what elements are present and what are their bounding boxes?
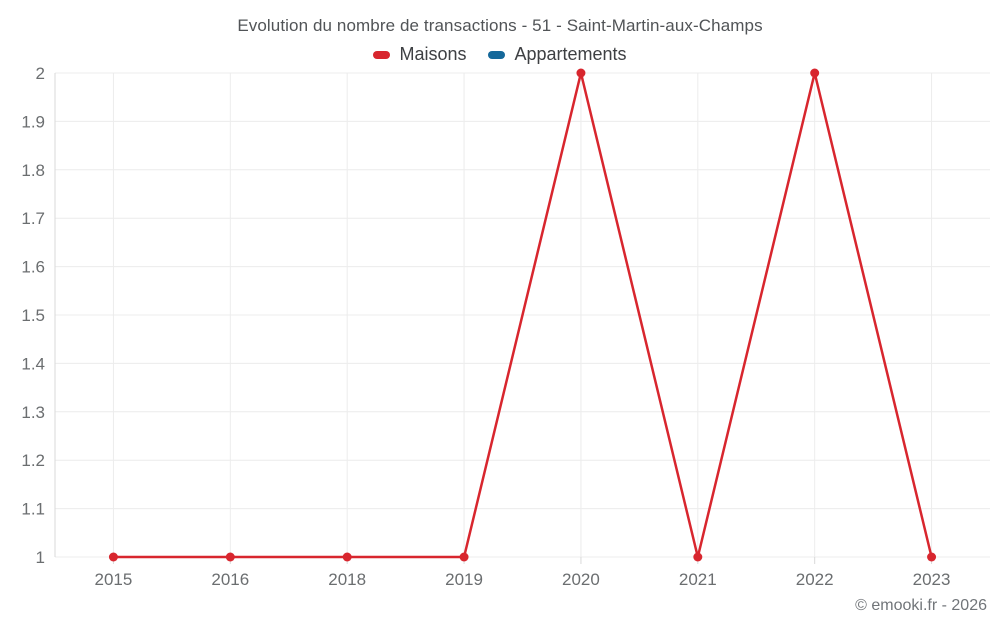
- chart-legend: Maisons Appartements: [0, 44, 1000, 65]
- y-tick-label: 1.9: [21, 112, 45, 131]
- y-tick-label: 1.2: [21, 451, 45, 470]
- y-tick-label: 1.7: [21, 209, 45, 228]
- data-point-maisons[interactable]: [459, 552, 469, 562]
- y-tick-label: 1.4: [21, 354, 45, 373]
- y-tick-label: 2: [36, 64, 45, 83]
- x-tick-label: 2022: [796, 570, 834, 589]
- data-point-maisons[interactable]: [108, 552, 118, 562]
- data-point-maisons[interactable]: [225, 552, 235, 562]
- chart-title: Evolution du nombre de transactions - 51…: [237, 16, 763, 35]
- x-tick-label: 2018: [328, 570, 366, 589]
- legend-swatch-appartements-icon: [488, 50, 506, 59]
- x-tick-label: 2021: [679, 570, 717, 589]
- y-tick-label: 1.8: [21, 161, 45, 180]
- legend-label-appartements: Appartements: [514, 44, 627, 64]
- x-tick-label: 2016: [211, 570, 249, 589]
- legend-item-maisons[interactable]: Maisons: [373, 44, 466, 65]
- watermark: © emooki.fr - 2026: [855, 597, 987, 614]
- data-point-maisons[interactable]: [576, 68, 586, 78]
- legend-item-appartements[interactable]: Appartements: [488, 44, 627, 65]
- data-point-maisons[interactable]: [693, 552, 703, 562]
- y-tick-label: 1.3: [21, 403, 45, 422]
- legend-label-maisons: Maisons: [399, 44, 467, 64]
- y-tick-label: 1: [36, 548, 45, 567]
- data-point-maisons[interactable]: [810, 68, 820, 78]
- y-tick-label: 1.5: [21, 306, 45, 325]
- x-tick-label: 2019: [445, 570, 483, 589]
- legend-swatch-maisons-icon: [373, 50, 391, 59]
- x-tick-label: 2020: [562, 570, 600, 589]
- x-tick-label: 2023: [913, 570, 951, 589]
- x-tick-label: 2015: [95, 570, 133, 589]
- y-tick-label: 1.1: [21, 500, 45, 519]
- series-line-maisons: [112, 71, 933, 559]
- data-point-maisons[interactable]: [342, 552, 352, 562]
- y-tick-label: 1.6: [21, 258, 45, 277]
- data-point-maisons[interactable]: [927, 552, 937, 562]
